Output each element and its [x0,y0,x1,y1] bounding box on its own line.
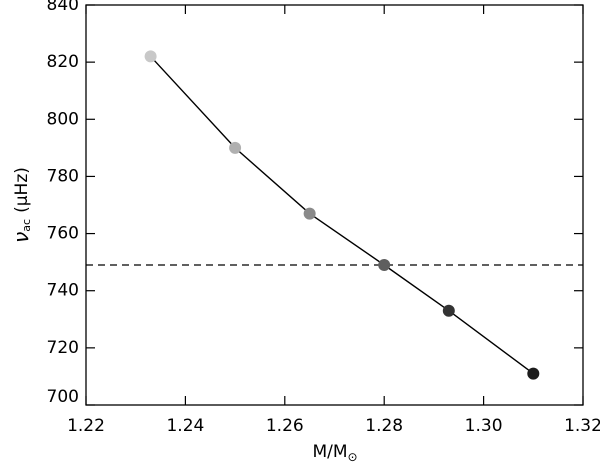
x-tick-label: 1.28 [365,416,403,436]
y-tick-label: 800 [47,109,79,129]
y-tick-label: 700 [47,387,79,407]
y-tick-label: 780 [47,166,79,186]
plot-frame [85,4,584,406]
data-point [378,259,391,271]
x-tick-label: 1.24 [166,416,204,436]
x-axis-label: M/M⊙ [312,442,357,464]
y-tick-label: 740 [47,281,79,301]
y-tick-label: 720 [47,338,79,358]
data-point [229,141,242,154]
y-label-symbol: ν [9,232,33,243]
y-tick-label: 820 [47,52,79,72]
y-label-subscript: ac [20,219,33,232]
data-point [144,50,157,63]
y-label-unit: (μHz) [12,167,32,213]
y-tick-label: 760 [47,224,79,244]
x-label-text: M/M [312,442,347,462]
x-tick-label: 1.30 [465,416,503,436]
y-tick-label: 840 [47,0,79,15]
y-axis-label: νac (μHz) [9,167,34,243]
data-line [150,55,534,375]
x-label-subscript: ⊙ [348,450,358,464]
x-tick-label: 1.32 [564,416,600,436]
data-point [303,207,316,220]
x-tick-label: 1.26 [266,416,304,436]
data-point [527,367,540,380]
x-tick-label: 1.22 [67,416,105,436]
data-point [442,304,455,317]
